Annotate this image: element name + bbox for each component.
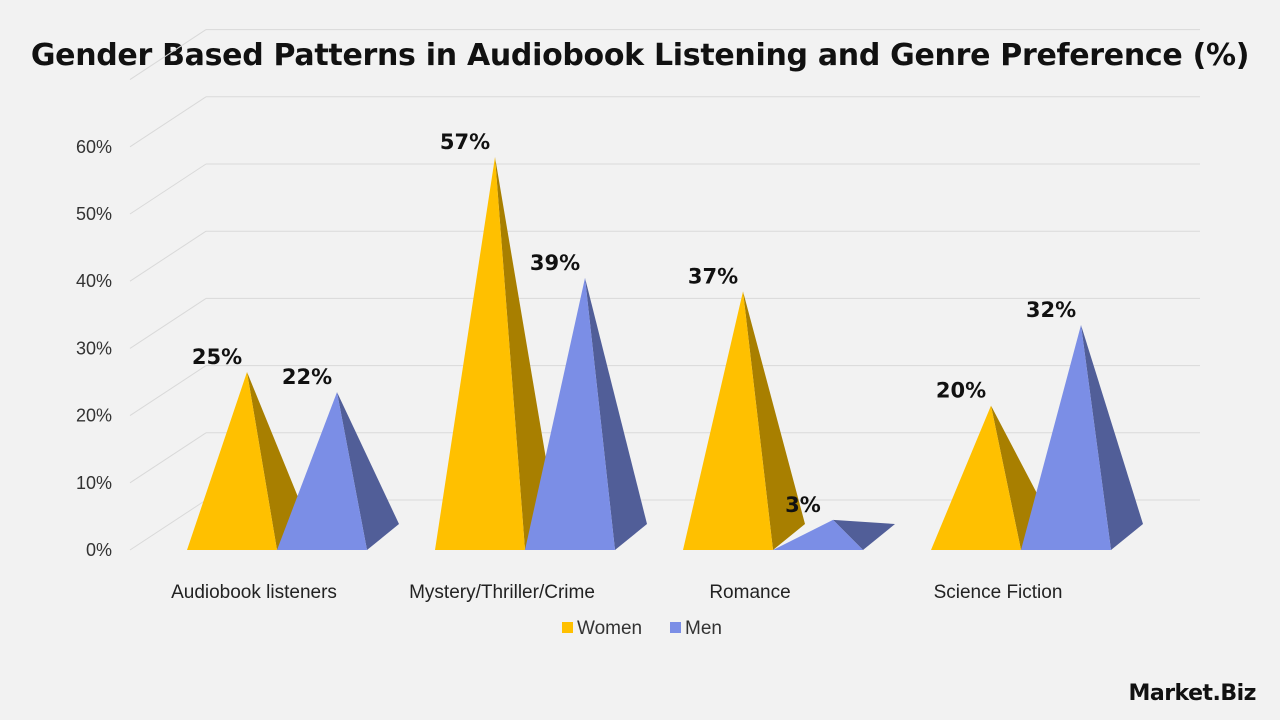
brand-logo: Market.Biz — [1128, 681, 1256, 706]
y-axis-ticks: 0% 10% 20% 30% 40% 50% 60% — [76, 137, 112, 560]
gridline-diagonal — [129, 163, 207, 215]
legend-swatch-men — [670, 622, 681, 633]
data-label: 25% — [192, 345, 242, 369]
y-tick-label: 30% — [76, 338, 112, 358]
gridline-diagonal — [129, 96, 207, 148]
y-tick-label: 60% — [76, 137, 112, 157]
bar-side-men-0 — [337, 392, 399, 550]
data-label: 39% — [530, 251, 580, 275]
x-category-label: Mystery/Thriller/Crime — [409, 582, 595, 603]
x-category-label: Science Fiction — [934, 582, 1063, 603]
y-tick-label: 50% — [76, 204, 112, 224]
data-label: 37% — [688, 264, 738, 288]
bar-men-2 — [773, 519, 863, 550]
gridline-diagonal — [129, 297, 207, 349]
x-category-label: Romance — [709, 582, 790, 603]
legend-label-men: Men — [685, 618, 722, 639]
bar-side-women-0 — [247, 372, 309, 550]
data-label: 57% — [440, 130, 490, 154]
data-label: 20% — [936, 379, 986, 403]
gridline-diagonal — [129, 365, 207, 417]
x-axis-categories: Audiobook listeners Mystery/Thriller/Crim… — [171, 582, 1062, 603]
gridline-diagonal — [129, 230, 207, 282]
data-label: 22% — [282, 365, 332, 389]
bar-women-0 — [187, 372, 277, 550]
y-tick-label: 10% — [76, 473, 112, 493]
bars — [187, 156, 1143, 550]
data-labels: 25% 22% 57% 39% 37% 3% 20% 32% — [192, 130, 1076, 517]
bar-side-women-2 — [743, 291, 805, 550]
bar-side-women-1 — [495, 156, 557, 550]
legend: Women Men — [562, 618, 722, 639]
gridline-diagonal — [129, 29, 207, 81]
bar-women-1 — [435, 156, 525, 550]
x-category-label: Audiobook listeners — [171, 582, 337, 603]
bar-side-men-3 — [1081, 324, 1143, 550]
data-label: 32% — [1026, 298, 1076, 322]
bar-side-men-2 — [833, 519, 895, 550]
bar-women-2 — [683, 291, 773, 550]
bar-men-1 — [525, 277, 615, 550]
gridline-diagonal — [129, 432, 207, 484]
y-tick-label: 0% — [86, 540, 112, 560]
chart-title: Gender Based Patterns in Audiobook Liste… — [30, 38, 1250, 73]
bar-men-3 — [1021, 324, 1111, 550]
legend-label-women: Women — [577, 618, 642, 639]
bar-women-3 — [931, 405, 1021, 550]
legend-swatch-women — [562, 622, 573, 633]
bar-men-0 — [277, 392, 367, 550]
data-label: 3% — [785, 493, 821, 517]
y-tick-label: 20% — [76, 406, 112, 426]
bar-side-men-1 — [585, 277, 647, 550]
y-tick-label: 40% — [76, 271, 112, 291]
gridline-diagonal — [129, 499, 207, 551]
gridlines — [129, 29, 1200, 551]
